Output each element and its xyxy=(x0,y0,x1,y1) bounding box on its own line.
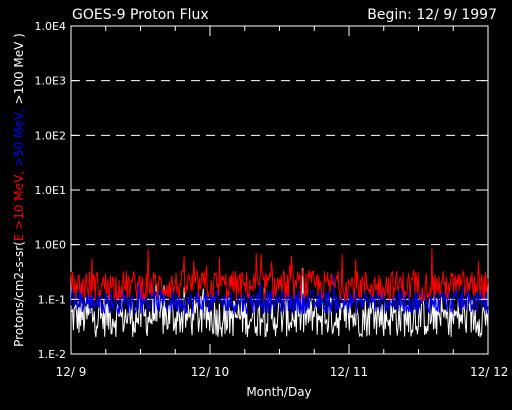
y-axis-label: Protons/cm2-s-sr(E >10 MeV, >50 MeV, >10… xyxy=(12,33,26,347)
x-tick-label: 12/ 9 xyxy=(56,365,87,379)
y-tick-label: 1.E-2 xyxy=(38,348,66,361)
y-tick-label: 1.0E2 xyxy=(35,129,66,142)
threshold-lines xyxy=(71,80,488,300)
series-layer xyxy=(70,247,489,338)
y-axis: 1.E-2 1.E-1 1.0E0 1.0E1 1.0E2 1.0E3 1.0E4 xyxy=(35,20,488,361)
chart-title: GOES-9 Proton Flux xyxy=(72,7,209,23)
series-line xyxy=(70,275,489,315)
y-axis-label-part: E >10 MeV, xyxy=(12,167,26,241)
y-axis-label-part: >50 MeV, xyxy=(12,104,26,167)
y-tick-label: 1.0E1 xyxy=(35,184,66,197)
x-axis: 12/ 9 12/ 10 12/ 11 12/ 12 xyxy=(56,26,508,379)
x-tick-label: 12/ 10 xyxy=(191,365,229,379)
x-tick-label: 12/ 12 xyxy=(470,365,508,379)
x-tick-label: 12/ 11 xyxy=(330,365,368,379)
x-axis-label: Month/Day xyxy=(246,385,311,399)
y-axis-label-prefix: Protons/cm2-s-sr( xyxy=(12,241,26,347)
begin-date-label: Begin: 12/ 9/ 1997 xyxy=(367,7,497,23)
y-axis-label-part: >100 MeV ) xyxy=(12,33,26,104)
y-tick-label: 1.E-1 xyxy=(38,293,66,306)
y-tick-label: 1.0E3 xyxy=(35,75,66,88)
y-tick-label: 1.0E4 xyxy=(35,20,66,33)
y-tick-label: 1.0E0 xyxy=(35,239,66,252)
series-line xyxy=(70,247,489,302)
